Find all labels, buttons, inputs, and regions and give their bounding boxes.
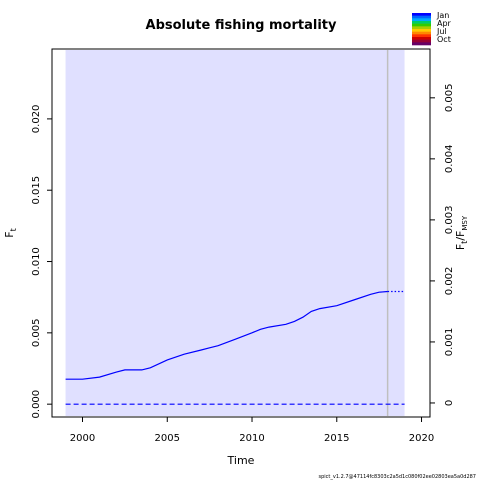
legend-color-swatch	[412, 21, 431, 24]
x-axis: 2000 2005 2010 2015 2020	[70, 417, 434, 444]
x-tick-label: 2010	[239, 433, 264, 444]
legend-color-swatch	[412, 23, 431, 27]
secondary-y-axis-label: Ft/FMSY	[454, 215, 469, 250]
y-axis-label: Ft	[3, 228, 18, 237]
y-tick-label: 0.005	[31, 319, 42, 348]
y2-label-sub-msy: MSY	[461, 215, 469, 230]
y-tick-label: 0.015	[31, 176, 42, 205]
legend-color-swatch	[412, 37, 431, 40]
legend-color-swatch	[412, 13, 431, 16]
legend-entry: Oct	[437, 35, 451, 44]
y2-tick-label: 0.003	[444, 206, 455, 235]
x-tick-label: 2015	[324, 433, 349, 444]
y-axis-label-main: F	[3, 231, 16, 237]
y-axis-label-subscript: t	[9, 228, 18, 231]
x-axis-label: Time	[227, 454, 255, 467]
y-tick-label: 0.010	[31, 247, 42, 276]
y2-tick-label: 0	[444, 400, 455, 406]
legend-color-swatch	[412, 18, 431, 22]
x-tick-label: 2000	[70, 433, 95, 444]
legend-color-swatch	[412, 26, 431, 30]
legend-color-swatch	[412, 34, 431, 38]
x-tick-label: 2020	[409, 433, 434, 444]
legend-color-swatch	[412, 29, 431, 32]
y-axis: 0.000 0.005 0.010 0.015 0.020	[31, 105, 52, 419]
legend-color-swatch	[412, 31, 431, 35]
y2-tick-label: 0.004	[444, 145, 455, 174]
legend-entry: Jul	[436, 27, 447, 36]
legend-color-swatch	[412, 15, 431, 19]
y2-tick-label: 0.005	[444, 84, 455, 113]
legend-color-swatch	[412, 42, 431, 46]
secondary-y-axis: 0 0.001 0.002 0.003 0.004 0.005	[430, 84, 455, 406]
legend-entry: Apr	[437, 19, 452, 28]
y2-tick-label: 0.002	[444, 267, 455, 296]
series-layer	[65, 290, 405, 405]
y-tick-label: 0.020	[31, 105, 42, 134]
series-line-solid	[65, 290, 388, 380]
version-footnote: spict_v1.2.7@47114fc8303c2a5d1c080f02ee0…	[319, 474, 477, 480]
legend-entry: Jan	[436, 11, 449, 20]
confidence-band	[65, 50, 405, 416]
y2-label-sub-t: t	[460, 241, 469, 244]
y2-tick-label: 0.001	[444, 328, 455, 357]
x-tick-label: 2005	[155, 433, 180, 444]
y-tick-label: 0.000	[31, 390, 42, 419]
chart-title: Absolute fishing mortality	[146, 18, 337, 33]
y2-label-sep: /F	[454, 231, 467, 241]
y2-label-f: F	[454, 244, 467, 250]
plot-frame	[51, 48, 431, 418]
legend-color-swatch	[412, 39, 431, 43]
